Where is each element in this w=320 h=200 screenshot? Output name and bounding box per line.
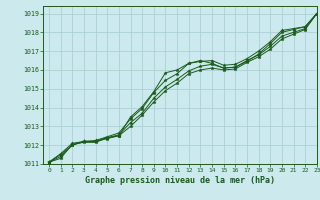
X-axis label: Graphe pression niveau de la mer (hPa): Graphe pression niveau de la mer (hPa) (85, 176, 275, 185)
